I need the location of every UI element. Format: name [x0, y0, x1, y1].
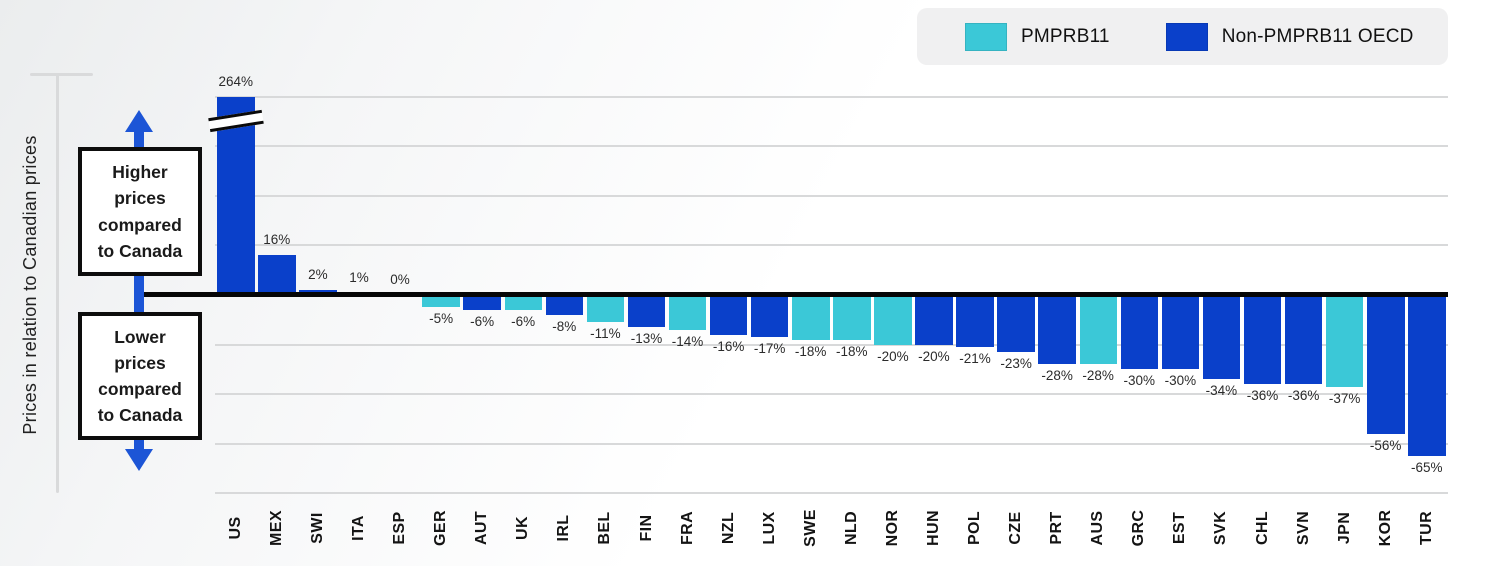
- gridline: [215, 442, 1448, 445]
- higher-prices-note: Higher prices compared to Canada: [78, 147, 202, 276]
- up-arrow-icon: [125, 110, 153, 132]
- gridline: [215, 492, 1448, 495]
- value-label-ger: -5%: [429, 311, 454, 327]
- gridline: [215, 244, 1448, 247]
- chart-bar-chl: [1243, 295, 1282, 385]
- value-label-us: 264%: [218, 73, 254, 89]
- value-label-bel: -11%: [590, 326, 621, 342]
- chart-bar-grc: [1120, 295, 1158, 370]
- chart-bar-prt: [1038, 295, 1076, 365]
- chart-bar-mex: [258, 255, 296, 295]
- value-label-svn: -36%: [1287, 388, 1320, 404]
- value-label-mex: 16%: [263, 232, 291, 248]
- value-label-fin: -13%: [630, 331, 663, 347]
- value-label-jpn: -37%: [1328, 390, 1361, 406]
- non-pmprb11-swatch-icon: [1165, 22, 1208, 51]
- chart-bar-swe: [792, 295, 830, 340]
- chart-bar-uk: [504, 295, 542, 310]
- legend-label: PMPRB11: [1021, 25, 1110, 47]
- value-label-fra: -14%: [671, 333, 704, 349]
- value-label-pol: -21%: [959, 351, 991, 367]
- gridline: [215, 95, 1448, 98]
- value-label-est: -30%: [1164, 373, 1197, 389]
- value-label-ita: 1%: [349, 269, 369, 285]
- chart-bar-fin: [627, 295, 666, 328]
- gridline: [215, 145, 1448, 148]
- legend: PMPRB11 Non-PMPRB11 OECD: [917, 8, 1448, 65]
- chart-bar-lux: [750, 295, 789, 338]
- y-axis-line: [56, 73, 59, 493]
- chart-bar-nzl: [709, 295, 748, 335]
- gridline: [215, 194, 1448, 197]
- chart-bar-nor: [874, 295, 912, 345]
- chart-bar-tur: [1408, 295, 1446, 457]
- lower-prices-note: Lower prices compared to Canada: [78, 312, 202, 440]
- direction-arrow-stem: [134, 128, 144, 452]
- value-label-tur: -65%: [1411, 460, 1443, 476]
- value-label-svk: -34%: [1205, 383, 1238, 399]
- chart-bar-aut: [463, 295, 501, 310]
- chart-bar-pol: [956, 295, 994, 348]
- zero-baseline: [143, 292, 1448, 297]
- chart-bar-svk: [1202, 295, 1241, 380]
- value-label-esp: 0%: [390, 272, 410, 287]
- chart-bar-ger: [422, 295, 460, 308]
- chart-bar-hun: [915, 295, 953, 345]
- gridline: [215, 343, 1448, 346]
- x-axis-label-tur: TUR: [1417, 510, 1435, 546]
- chart-bar-est: [1161, 295, 1200, 370]
- chart-bar-aus: [1079, 295, 1117, 365]
- down-arrow-icon: [125, 449, 153, 471]
- value-label-swi: 2%: [308, 267, 328, 282]
- gridline: [215, 393, 1448, 396]
- value-label-aus: -28%: [1082, 368, 1114, 384]
- pmprb11-swatch-icon: [965, 22, 1007, 51]
- chart-bar-cze: [997, 295, 1035, 352]
- chart-bar-kor: [1367, 295, 1405, 434]
- value-label-grc: -30%: [1123, 373, 1156, 389]
- value-label-irl: -8%: [552, 318, 577, 334]
- legend-item-pmprb11: PMPRB11: [965, 22, 1110, 51]
- value-label-nld: -18%: [836, 343, 868, 359]
- chart-bar-svn: [1284, 295, 1323, 385]
- value-label-aut: -6%: [470, 313, 495, 329]
- y-axis-top-tick: [30, 73, 93, 76]
- legend-item-non-pmprb11: Non-PMPRB11 OECD: [1165, 22, 1414, 51]
- value-label-nor: -20%: [877, 348, 909, 364]
- chart-bar-jpn: [1325, 295, 1364, 387]
- value-label-kor: -56%: [1369, 437, 1402, 453]
- value-label-lux: -17%: [753, 341, 786, 357]
- value-label-cze: -23%: [1000, 356, 1032, 371]
- value-label-prt: -28%: [1041, 368, 1073, 384]
- value-label-hun: -20%: [918, 348, 950, 364]
- chart-bar-nld: [833, 295, 871, 340]
- chart-bar-irl: [545, 295, 584, 315]
- y-axis-title: Prices in relation to Canadian prices: [20, 135, 40, 435]
- value-label-nzl: -16%: [712, 338, 745, 354]
- legend-label: Non-PMPRB11 OECD: [1221, 25, 1414, 47]
- chart-bar-fra: [668, 295, 707, 330]
- value-label-uk: -6%: [511, 313, 536, 329]
- value-label-chl: -36%: [1246, 388, 1279, 404]
- chart-bar-bel: [586, 295, 625, 323]
- value-label-swe: -18%: [794, 343, 827, 359]
